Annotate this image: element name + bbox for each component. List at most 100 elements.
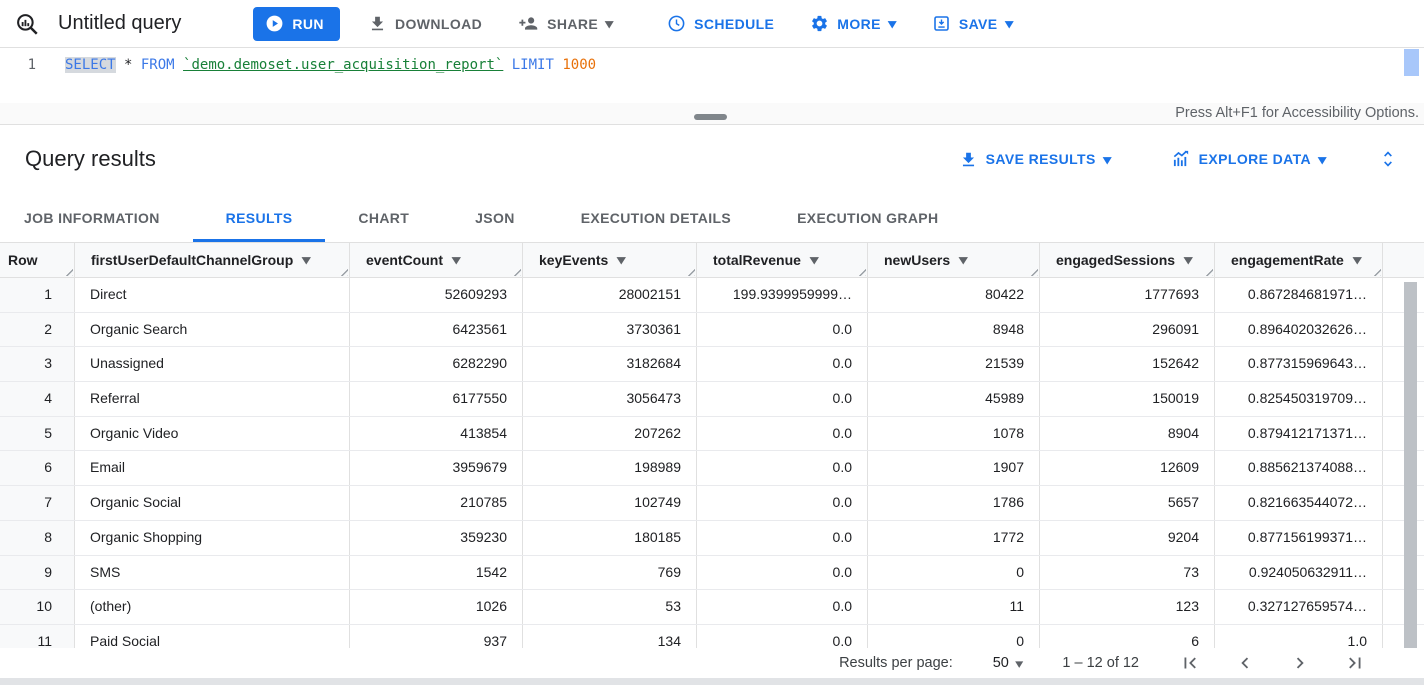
more-button[interactable]: MORE ▾ [802,6,904,42]
cell-newusers: 1786 [868,486,1040,520]
tab-job-information[interactable]: JOB INFORMATION [24,209,160,226]
cell-totalrevenue: 0.0 [697,590,868,624]
row-number-cell: 4 [0,382,75,416]
cell-engagementrate: 0.924050632911… [1215,555,1383,590]
cell-engagementrate: 0.327127659574… [1215,590,1383,624]
tab-execution-graph[interactable]: EXECUTION GRAPH [797,209,939,226]
cell-keyevents: 198989 [523,451,697,486]
cell-keyevents: 28002151 [523,278,697,312]
chevron-down-icon: ▾ [888,16,897,31]
last-page-button[interactable] [1344,652,1366,674]
query-editor-toolbar: Untitled query RUN DOWNLOAD SHARE ▾ [0,0,1424,48]
previous-page-button[interactable] [1234,652,1256,674]
column-resize-handle[interactable] [856,266,866,276]
first-page-button[interactable] [1179,652,1201,674]
column-resize-handle[interactable] [685,266,695,276]
cell-firstuserdefaultchannelgroup: Organic Shopping [75,520,350,555]
sql-code-line[interactable]: SELECT * FROM `demo.demoset.user_acquisi… [65,57,596,73]
pager-controls [1179,652,1366,674]
panel-resize-handle[interactable] [694,114,727,120]
table-row: 6 Email 3959679 198989 0.0 1907 12609 0.… [0,451,1424,487]
column-resize-handle[interactable] [511,266,521,276]
cell-newusers: 80422 [868,278,1040,312]
column-resize-handle[interactable] [63,266,73,276]
cell-engagedsessions: 150019 [1040,382,1215,416]
last-page-icon [1344,652,1366,674]
column-menu-arrow-icon[interactable]: ▾ [1184,252,1193,267]
column-resize-handle[interactable] [1028,266,1038,276]
results-table-header: Row firstUserDefaultChannelGroup ▾ event… [0,243,1424,278]
schedule-button[interactable]: SCHEDULE [659,6,782,42]
expand-collapse-panel-button[interactable] [1378,149,1398,169]
cell-eventcount: 6177550 [350,382,523,416]
table-row: 11 Paid Social 937 134 0.0 0 6 1.0 [0,624,1424,648]
cell-newusers: 11 [868,590,1040,624]
cell-firstuserdefaultchannelgroup: Organic Video [75,416,350,451]
cell-engagedsessions: 123 [1040,590,1215,624]
column-header-keyevents: keyEvents ▾ [523,243,697,277]
save-results-button[interactable]: SAVE RESULTS ▾ [951,141,1119,177]
share-button[interactable]: SHARE ▾ [510,6,621,42]
tab-json[interactable]: JSON [475,209,515,226]
column-header-firstuserdefaultchannelgroup: firstUserDefaultChannelGroup ▾ [75,243,350,277]
results-pagination-bar: Results per page: 50 ▾ 1 – 12 of 12 [0,648,1424,678]
cell-firstuserdefaultchannelgroup: Email [75,451,350,486]
chevron-down-icon: ▾ [605,16,614,31]
column-resize-handle[interactable] [1203,266,1213,276]
cell-totalrevenue: 0.0 [697,555,868,590]
horizontal-scrollbar[interactable] [0,678,1424,685]
cell-engagementrate: 0.825450319709… [1215,382,1383,416]
column-menu-arrow-icon[interactable]: ▾ [809,252,819,267]
column-header-engagementrate: engagementRate ▾ [1215,243,1383,277]
column-menu-arrow-icon[interactable]: ▾ [452,252,461,267]
cell-firstuserdefaultchannelgroup: Organic Social [75,486,350,520]
table-scrollbar-thumb[interactable] [1404,282,1417,648]
sql-keyword-from: FROM [140,57,184,73]
tab-results[interactable]: RESULTS [193,193,326,242]
page-size-select[interactable]: 50 ▾ [993,655,1023,671]
cell-eventcount: 413854 [350,416,523,451]
row-number-cell: 10 [0,590,75,624]
column-menu-arrow-icon[interactable]: ▾ [617,252,626,267]
cell-eventcount: 1542 [350,555,523,590]
person-add-icon [518,13,539,34]
page-size-value: 50 [992,655,1009,671]
cell-eventcount: 937 [350,624,523,648]
editor-footer-strip: Press Alt+F1 for Accessibility Options. [0,103,1424,125]
clock-icon [667,14,686,33]
cell-engagedsessions: 6 [1040,624,1215,648]
download-button[interactable]: DOWNLOAD [360,6,490,42]
run-button[interactable]: RUN [253,6,340,41]
query-title: Untitled query [58,12,182,34]
explore-data-button[interactable]: EXPLORE DATA ▾ [1163,141,1334,177]
column-menu-arrow-icon[interactable]: ▾ [302,252,311,267]
table-row: 10 (other) 1026 53 0.0 11 123 0.32712765… [0,590,1424,625]
cell-engagementrate: 0.821663544072… [1215,486,1383,520]
row-number-cell: 2 [0,312,75,347]
column-menu-arrow-icon[interactable]: ▾ [959,252,968,267]
cell-engagementrate: 0.877156199371… [1215,520,1383,555]
cell-engagementrate: 0.879412171371… [1215,416,1383,451]
save-button[interactable]: SAVE ▾ [924,6,1021,42]
row-number-cell: 7 [0,486,75,520]
results-rows: 1 Direct 52609293 28002151 199.939995999… [0,278,1424,648]
column-resize-handle[interactable] [1371,266,1381,276]
cell-firstuserdefaultchannelgroup: (other) [75,590,350,624]
sql-table-reference-link[interactable]: `demo.demoset.user_acquisition_report` [183,57,504,73]
column-menu-arrow-icon[interactable]: ▾ [1352,252,1362,267]
download-icon [368,14,387,33]
tab-chart[interactable]: CHART [358,209,410,226]
next-page-button[interactable] [1289,652,1311,674]
tab-execution-details[interactable]: EXECUTION DETAILS [580,209,732,226]
cell-engagementrate: 0.867284681971… [1215,278,1383,312]
column-resize-handle[interactable] [338,266,348,276]
sql-keyword-limit: LIMIT [503,57,563,73]
table-row: 4 Referral 6177550 3056473 0.0 45989 150… [0,382,1424,417]
cell-newusers: 1078 [868,416,1040,451]
editor-scrollbar-thumb[interactable] [1404,49,1419,76]
sql-editor[interactable]: 1 SELECT * FROM `demo.demoset.user_acqui… [0,48,1424,103]
chevron-down-icon: ▾ [1318,151,1327,167]
cell-newusers: 0 [868,555,1040,590]
chevron-left-icon [1234,652,1256,674]
page-range-label: 1 – 12 of 12 [1062,655,1139,671]
